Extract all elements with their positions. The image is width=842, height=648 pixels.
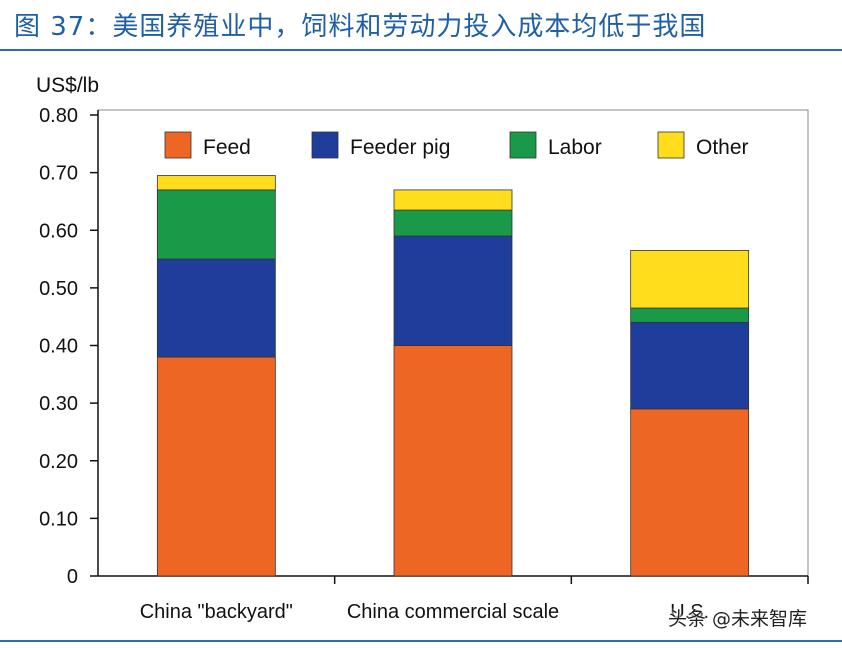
y-axis-label: US$/lb [36, 74, 99, 97]
figure-title: 图 37：美国养殖业中，饲料和劳动力投入成本均低于我国 [14, 12, 707, 42]
legend-label-labor: Labor [548, 136, 602, 159]
y-tick-label: 0.60 [39, 220, 78, 242]
y-tick-label: 0.80 [39, 105, 78, 127]
legend-swatch-other [657, 131, 685, 159]
y-tick-label: 0.70 [39, 163, 78, 185]
bar-labor-china-backyard [156, 189, 276, 260]
bar-labor-china-commercial-scale [393, 209, 513, 237]
y-tick-label: 0.30 [39, 393, 78, 415]
legend-label-feeder-pig: Feeder pig [350, 136, 450, 159]
legend-swatch-feeder-pig [311, 131, 339, 159]
bar-feed-china-backyard [156, 356, 276, 577]
legend-swatch-feed [164, 131, 192, 159]
x-tick-label: China "backyard" [140, 601, 293, 623]
bar-feeder-pig-china-commercial-scale [393, 235, 513, 346]
legend-swatch-labor [509, 131, 537, 159]
watermark-text: 头条 @未来智库 [668, 608, 808, 630]
y-tick-label: 0.20 [39, 451, 78, 473]
bar-other-china-commercial-scale [393, 189, 513, 211]
bar-feed-china-commercial-scale [393, 345, 513, 577]
x-tick-label: China commercial scale [347, 601, 559, 623]
bottom-divider [0, 640, 842, 642]
title-divider [0, 49, 842, 51]
legend-label-feed: Feed [203, 136, 251, 159]
y-tick-label: 0.40 [39, 336, 78, 358]
bar-feeder-pig-u-s [630, 322, 750, 410]
legend-label-other: Other [696, 136, 749, 159]
y-tick-label: 0.10 [39, 508, 78, 530]
bar-labor-u-s [630, 307, 750, 323]
y-tick-label: 0.50 [39, 278, 78, 300]
x-tick-label: U.S. [670, 601, 709, 623]
bar-other-u-s [630, 250, 750, 309]
bar-other-china-backyard [156, 175, 276, 191]
bar-feeder-pig-china-backyard [156, 258, 276, 358]
bar-feed-u-s [630, 408, 750, 577]
y-tick-label: 0 [67, 566, 78, 588]
